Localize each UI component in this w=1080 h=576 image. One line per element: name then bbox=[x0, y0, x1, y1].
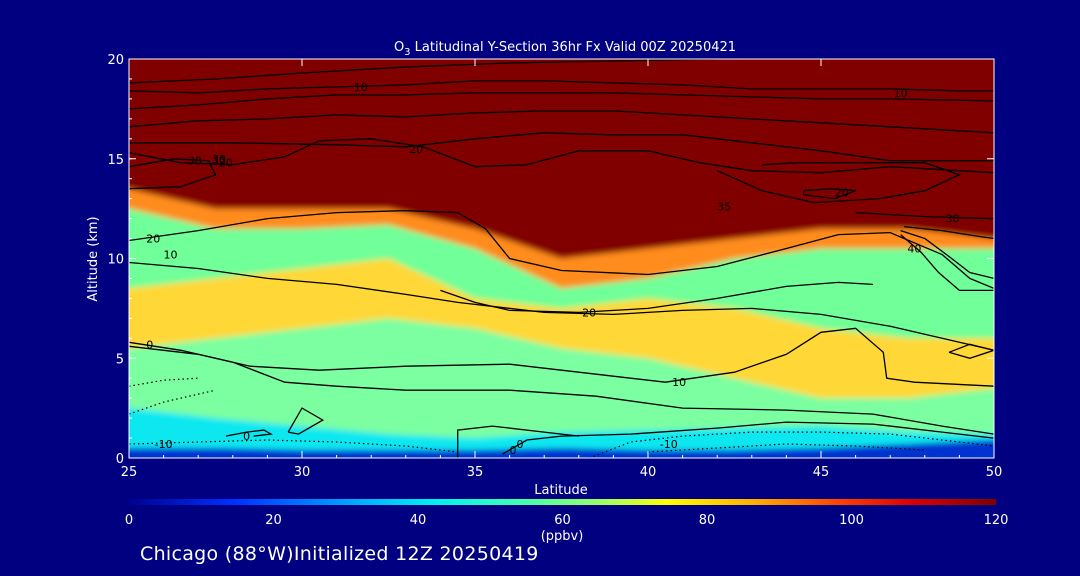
x-axis-label: Latitude bbox=[534, 483, 588, 498]
negative-contour-1 bbox=[129, 389, 216, 415]
footer-caption: Chicago (88°W)Initialized 12Z 20250419 bbox=[140, 543, 539, 565]
contour-22 bbox=[225, 429, 273, 437]
colorbar-tick-label: 80 bbox=[699, 513, 716, 528]
x-tick-label: 50 bbox=[986, 465, 1003, 480]
contour-11 bbox=[129, 110, 994, 134]
contour-20 bbox=[948, 343, 994, 359]
field-band-darkred bbox=[129, 59, 994, 259]
title-prefix: O bbox=[394, 40, 404, 55]
contour-17 bbox=[900, 229, 994, 280]
colorbar-gradient bbox=[129, 499, 996, 505]
contour-label: 30 bbox=[188, 155, 202, 168]
contour-label: 10 bbox=[894, 87, 908, 100]
contour-label: 20 bbox=[219, 157, 233, 170]
contour-18 bbox=[900, 234, 994, 292]
contour-label: 30 bbox=[212, 153, 226, 166]
contour-label: 30 bbox=[945, 213, 959, 226]
contour-label: 20 bbox=[582, 306, 596, 319]
contour-6 bbox=[502, 421, 994, 455]
contour-label: 20 bbox=[409, 143, 423, 156]
colorbar-units: (ppbv) bbox=[541, 529, 584, 544]
x-tick-label: 30 bbox=[294, 465, 311, 480]
contour-21 bbox=[287, 407, 325, 435]
x-axis: 25 30 35 40 45 50 bbox=[121, 59, 1003, 480]
chart-title: O3 Latitudinal Y-Section 36hr Fx Valid 0… bbox=[394, 40, 736, 58]
colorbar-tick-label: 40 bbox=[410, 513, 427, 528]
contour-13 bbox=[129, 158, 217, 190]
contour-label: 0 bbox=[146, 338, 153, 351]
contour-label: 10 bbox=[354, 81, 368, 94]
contour-4 bbox=[129, 341, 994, 435]
contour-label: -10 bbox=[660, 438, 678, 451]
colorbar-tick-label: 60 bbox=[554, 513, 571, 528]
colorbar-ticks: 0 20 40 60 80 100 120 bbox=[125, 513, 1009, 528]
contour-14 bbox=[716, 162, 962, 204]
contour-label: 10 bbox=[672, 376, 686, 389]
contour-8 bbox=[129, 132, 994, 162]
contour-label: 0 bbox=[243, 430, 250, 443]
y-axis: 0 5 10 15 20 bbox=[107, 53, 994, 467]
contour-2 bbox=[440, 281, 873, 314]
y-axis-label: Altitude (km) bbox=[86, 216, 101, 301]
contour-9 bbox=[129, 80, 994, 94]
ozone-field bbox=[129, 59, 994, 458]
contour-label: -10 bbox=[155, 438, 173, 451]
y-tick-label: 10 bbox=[107, 253, 124, 268]
y-tick-label: 15 bbox=[107, 153, 124, 168]
contour-label: 20 bbox=[146, 233, 160, 246]
contour-15 bbox=[803, 188, 856, 200]
contour-label: 10 bbox=[164, 249, 178, 262]
title-text: Latitudinal Y-Section 36hr Fx Valid 00Z … bbox=[411, 40, 737, 55]
contour-19 bbox=[903, 225, 994, 240]
contour-10 bbox=[129, 59, 718, 84]
colorbar-tick-label: 0 bbox=[125, 513, 133, 528]
negative-contour-3 bbox=[588, 431, 994, 458]
colorbar-tick-label: 120 bbox=[984, 513, 1009, 528]
ozone-field-bands bbox=[129, 59, 994, 458]
y-tick-label: 20 bbox=[107, 53, 124, 68]
contour-3 bbox=[129, 327, 994, 387]
x-tick-label: 40 bbox=[640, 465, 657, 480]
title-subscript: 3 bbox=[404, 47, 410, 58]
contour-label: 0 bbox=[510, 444, 517, 457]
negative-contour-4 bbox=[647, 443, 925, 453]
colorbar-tick-label: 100 bbox=[839, 513, 864, 528]
contour-label: 35 bbox=[717, 201, 731, 214]
x-tick-label: 25 bbox=[121, 465, 138, 480]
y-tick-label: 0 bbox=[116, 452, 124, 467]
colorbar: 0 20 40 60 80 100 120 (ppbv) bbox=[125, 499, 1009, 544]
contour-0 bbox=[129, 261, 994, 351]
x-tick-label: 35 bbox=[467, 465, 484, 480]
contour-12 bbox=[129, 92, 994, 110]
contour-label: 40 bbox=[907, 243, 921, 256]
contour-label: 30 bbox=[212, 155, 226, 168]
contour-label: 20 bbox=[835, 187, 849, 200]
contour-16 bbox=[855, 211, 994, 220]
contour-5 bbox=[457, 425, 579, 458]
colorbar-tick-label: 20 bbox=[265, 513, 282, 528]
contour-7 bbox=[129, 138, 994, 174]
contour-label: 0 bbox=[516, 438, 523, 451]
x-tick-label: 45 bbox=[813, 465, 830, 480]
y-tick-label: 5 bbox=[116, 352, 124, 367]
